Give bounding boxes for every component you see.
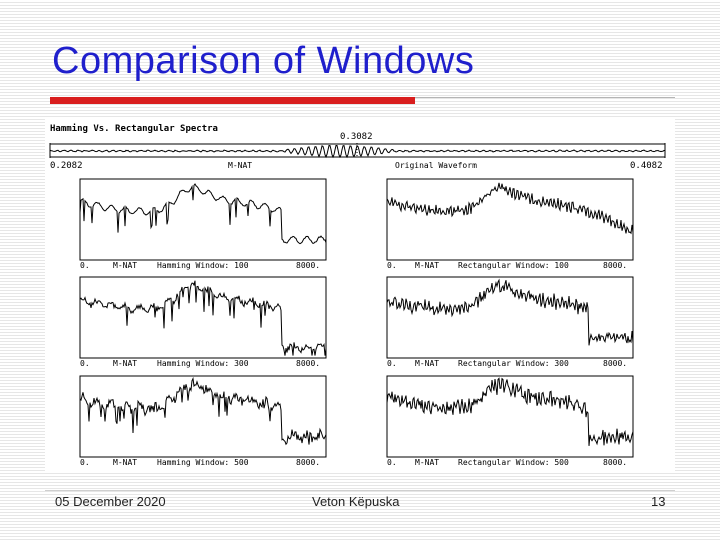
panel-end-label: 8000. — [296, 261, 320, 270]
panel-end-label: 8000. — [296, 359, 320, 368]
slide-title: Comparison of Windows — [52, 40, 475, 82]
spectrum-trace — [79, 280, 327, 356]
panel-caption: Rectangular Window: 300 — [458, 359, 569, 368]
panel-channel-label: M-NAT — [415, 261, 439, 270]
panel-caption: Hamming Window: 100 — [157, 261, 249, 270]
spectrum-panel-rectangular-500: 0. M-NAT Rectangular Window: 500 8000. — [386, 375, 634, 467]
panel-caption: Rectangular Window: 500 — [458, 458, 569, 467]
panel-channel-label: M-NAT — [113, 261, 137, 270]
panel-end-label: 8000. — [603, 458, 627, 467]
panel-caption: Rectangular Window: 100 — [458, 261, 569, 270]
panel-start-label: 0. — [387, 359, 397, 368]
spectrum-panel-hamming-100: 0. M-NAT Hamming Window: 100 8000. — [79, 178, 327, 270]
spectrum-panel-rectangular-100: 0. M-NAT Rectangular Window: 100 8000. — [386, 178, 634, 270]
title-accent-rule — [50, 97, 415, 104]
original-waveform-trace — [49, 144, 666, 159]
spectrum-panel-hamming-500: 0. M-NAT Hamming Window: 500 8000. — [79, 375, 327, 467]
spectrum-trace — [386, 278, 634, 346]
panel-start-label: 0. — [80, 261, 90, 270]
panel-channel-label: M-NAT — [113, 458, 137, 467]
panel-start-label: 0. — [80, 359, 90, 368]
panel-channel-label: M-NAT — [415, 458, 439, 467]
panel-channel-label: M-NAT — [415, 359, 439, 368]
footer-date: 05 December 2020 — [55, 494, 166, 509]
panel-end-label: 8000. — [603, 261, 627, 270]
spectra-figure-canvas: Hamming Vs. Rectangular Spectra 0.3082 0… — [49, 123, 666, 467]
spectrum-trace — [79, 183, 327, 245]
waveform-start-label: 0.2082 — [50, 161, 83, 171]
waveform-center-label: 0.3082 — [340, 132, 373, 142]
spectrum-trace — [79, 376, 327, 446]
panel-end-label: 8000. — [603, 359, 627, 368]
title-divider-rule — [415, 97, 675, 98]
slide-number: 13 — [651, 494, 666, 509]
panel-channel-label: M-NAT — [113, 359, 137, 368]
panel-start-label: 0. — [80, 458, 90, 467]
spectrum-panel-hamming-300: 0. M-NAT Hamming Window: 300 8000. — [79, 276, 327, 368]
spectrum-trace — [386, 182, 634, 235]
waveform-end-label: 0.4082 — [630, 161, 663, 171]
panel-caption: Hamming Window: 500 — [157, 458, 249, 467]
figure-heading: Hamming Vs. Rectangular Spectra — [50, 123, 218, 134]
spectra-figure: Hamming Vs. Rectangular Spectra 0.3082 0… — [45, 117, 675, 472]
waveform-caption: Original Waveform — [395, 161, 477, 170]
panel-end-label: 8000. — [296, 458, 320, 467]
footer-divider — [45, 490, 675, 491]
panel-start-label: 0. — [387, 458, 397, 467]
spectrum-trace — [386, 377, 634, 446]
footer-author: Veton Këpuska — [312, 494, 400, 509]
spectrum-panel-rectangular-300: 0. M-NAT Rectangular Window: 300 8000. — [386, 276, 634, 368]
waveform-channel-label: M-NAT — [228, 161, 252, 170]
waveform-strip: 0.3082 0.2082 M-NAT Original Waveform 0.… — [49, 132, 666, 171]
panel-start-label: 0. — [387, 261, 397, 270]
panel-caption: Hamming Window: 300 — [157, 359, 249, 368]
